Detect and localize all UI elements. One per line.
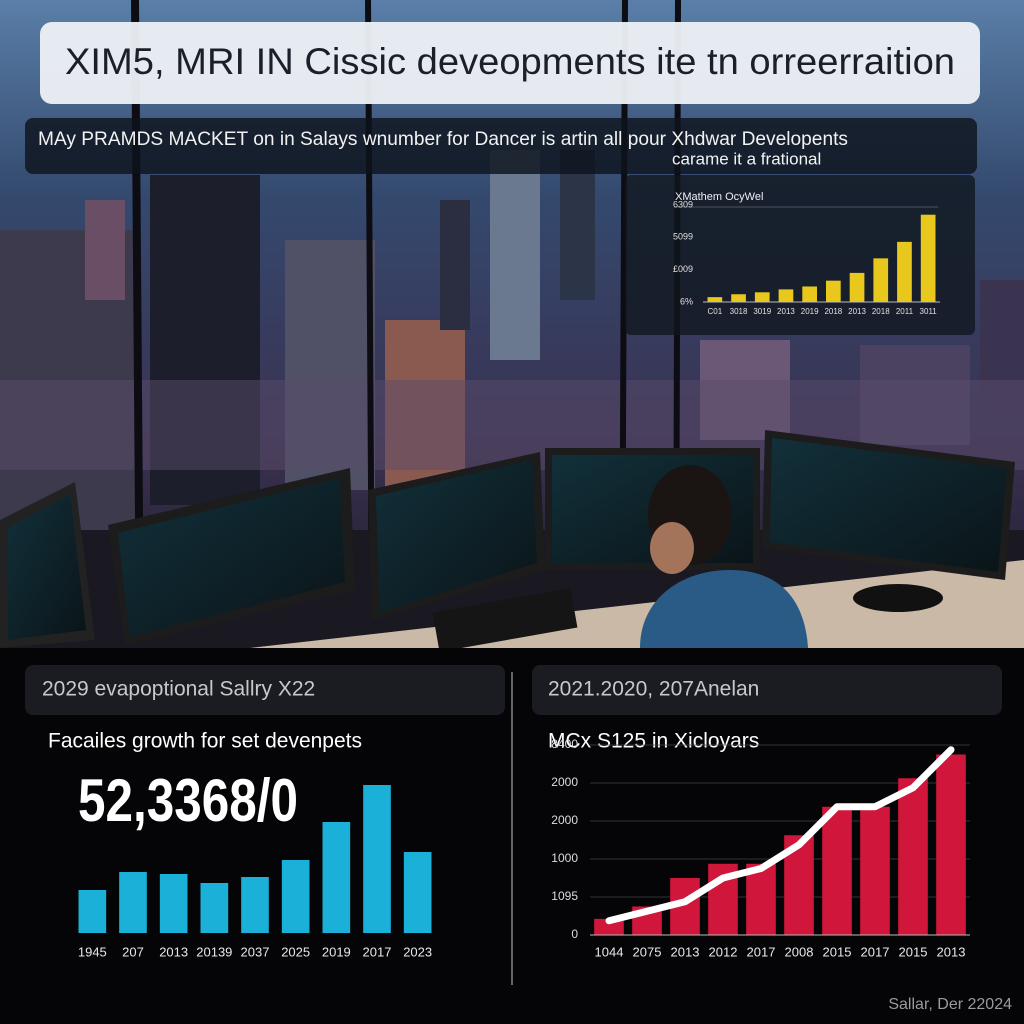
x-tick-label: 2019 bbox=[801, 307, 819, 316]
x-tick-label: 3018 bbox=[730, 307, 748, 316]
x-tick-label: 2008 bbox=[785, 944, 814, 959]
right-title: 2021.2020, 207Anelan bbox=[548, 678, 759, 701]
bar bbox=[241, 877, 269, 933]
bar bbox=[159, 874, 188, 933]
subtitle-banner bbox=[25, 118, 977, 174]
bar bbox=[898, 778, 928, 935]
x-tick-label: 2037 bbox=[241, 944, 270, 959]
x-tick-label: 2013 bbox=[777, 307, 795, 316]
bar bbox=[873, 258, 889, 302]
left-title: 2029 evapoptional Sallry X22 bbox=[42, 678, 315, 701]
left-header bbox=[25, 665, 505, 715]
x-tick-label: 2075 bbox=[633, 944, 662, 959]
right-subtitle: MCx S125 in Xicloyars bbox=[548, 730, 759, 753]
x-tick-label: 1044 bbox=[595, 944, 624, 959]
y-tick-label: 6% bbox=[680, 296, 693, 306]
y-tick-label: 1000 bbox=[551, 851, 578, 865]
bar bbox=[707, 297, 723, 302]
y-tick-label: 2000 bbox=[551, 813, 578, 827]
bar bbox=[281, 860, 310, 933]
x-tick-label: 2012 bbox=[709, 944, 738, 959]
bar bbox=[849, 272, 865, 302]
x-tick-label: 20139 bbox=[196, 944, 232, 959]
y-tick-label: 5099 bbox=[673, 232, 693, 242]
bar bbox=[860, 806, 890, 935]
x-tick-label: 2013 bbox=[671, 944, 700, 959]
bar bbox=[746, 863, 776, 935]
photo-background bbox=[0, 0, 1024, 652]
bar bbox=[78, 890, 107, 933]
title-banner bbox=[40, 22, 980, 104]
y-tick-label: 2000 bbox=[551, 775, 578, 789]
bar bbox=[594, 918, 624, 935]
bar bbox=[731, 294, 746, 302]
bar bbox=[897, 241, 912, 302]
trend-line bbox=[605, 746, 955, 925]
left-subtitle: Facailes growth for set devenpets bbox=[48, 730, 362, 753]
x-tick-label: 2018 bbox=[872, 307, 890, 316]
bar bbox=[936, 754, 966, 935]
x-tick-label: 2017 bbox=[363, 944, 392, 959]
banner-line: carame it a frational bbox=[672, 149, 821, 168]
big-number: 52,3368/0 bbox=[78, 767, 298, 834]
bar bbox=[200, 883, 229, 933]
bar bbox=[826, 280, 841, 302]
x-tick-label: 2015 bbox=[899, 944, 928, 959]
inset-title: XMathem OcyWel bbox=[675, 191, 763, 203]
right-header bbox=[532, 665, 1002, 715]
x-tick-label: 2019 bbox=[322, 944, 351, 959]
banner-line: MAy PRAMDS MACKET on in Salays wnumber f… bbox=[38, 129, 848, 150]
x-tick-label: 2013 bbox=[159, 944, 188, 959]
bar bbox=[920, 214, 936, 302]
x-tick-label: 2011 bbox=[896, 307, 914, 316]
y-tick-label: 1095 bbox=[551, 889, 578, 903]
x-tick-label: 207 bbox=[122, 944, 144, 959]
x-tick-label: 2018 bbox=[824, 307, 842, 316]
x-tick-label: 2013 bbox=[848, 307, 866, 316]
monitors bbox=[0, 430, 1015, 652]
bar bbox=[119, 872, 147, 933]
bar bbox=[363, 785, 391, 933]
bar bbox=[802, 286, 817, 302]
x-tick-label: 2017 bbox=[861, 944, 890, 959]
x-tick-label: 3019 bbox=[753, 307, 771, 316]
x-tick-label: 2015 bbox=[823, 944, 852, 959]
bar bbox=[822, 806, 852, 935]
page-title: XIM5, MRI IN Cissic deveopments ite tn o… bbox=[65, 41, 955, 82]
bar bbox=[778, 289, 794, 302]
x-tick-label: C01 bbox=[708, 307, 723, 316]
footer: Sallar, Der 22024 bbox=[888, 996, 1012, 1013]
bar bbox=[403, 852, 432, 933]
y-tick-label: 6309 bbox=[673, 199, 693, 209]
y-tick-label: £009 bbox=[673, 264, 693, 274]
x-tick-label: 3011 bbox=[920, 307, 938, 316]
bar bbox=[754, 292, 770, 302]
x-tick-label: 2013 bbox=[937, 944, 966, 959]
y-tick-label: 0 bbox=[571, 927, 578, 941]
x-tick-label: 1945 bbox=[78, 944, 107, 959]
bar bbox=[322, 822, 351, 933]
x-tick-label: 2025 bbox=[281, 944, 310, 959]
x-tick-label: 2017 bbox=[747, 944, 776, 959]
y-tick-label: 8400 bbox=[551, 737, 578, 751]
person bbox=[640, 465, 808, 648]
x-tick-label: 2023 bbox=[403, 944, 432, 959]
